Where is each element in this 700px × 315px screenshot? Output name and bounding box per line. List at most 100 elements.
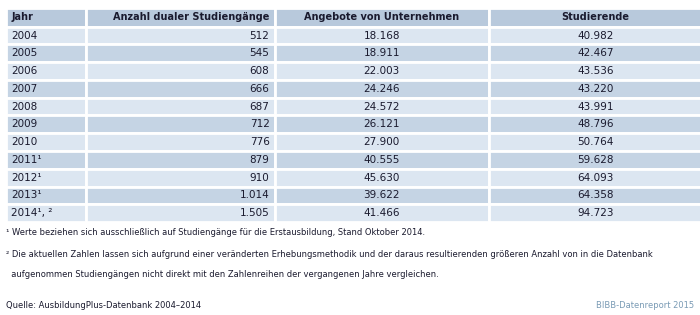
Text: ¹ Werte beziehen sich ausschließlich auf Studiengänge für die Erstausbildung, St: ¹ Werte beziehen sich ausschließlich auf… [6,228,425,237]
Bar [6,169,86,186]
Bar [489,8,700,27]
Bar [6,80,86,98]
Bar [489,62,700,80]
Bar [275,133,489,151]
Text: aufgenommen Studiengängen nicht direkt mit den Zahlenreihen der vergangenen Jahr: aufgenommen Studiengängen nicht direkt m… [6,270,438,279]
Text: 40.982: 40.982 [578,31,613,41]
Text: 64.358: 64.358 [577,191,614,200]
Bar [6,133,86,151]
Text: 2011¹: 2011¹ [11,155,42,165]
Bar [86,169,275,186]
Bar [86,98,275,116]
Bar [275,204,489,222]
Bar [489,27,700,44]
Text: 2009: 2009 [11,119,38,129]
Text: 59.628: 59.628 [577,155,614,165]
Bar [275,8,489,27]
Bar [489,204,700,222]
Text: 2005: 2005 [11,48,38,58]
Text: 687: 687 [250,101,270,112]
Bar [6,186,86,204]
Text: 2008: 2008 [11,101,38,112]
Text: 2013¹: 2013¹ [11,191,42,200]
Text: 22.003: 22.003 [364,66,400,76]
Text: 94.723: 94.723 [577,208,614,218]
Text: 910: 910 [250,173,270,183]
Text: 712: 712 [250,119,270,129]
Text: 512: 512 [250,31,270,41]
Text: 879: 879 [250,155,270,165]
Text: 40.555: 40.555 [364,155,400,165]
Text: 2014¹, ²: 2014¹, ² [11,208,52,218]
Text: 39.622: 39.622 [363,191,400,200]
Bar [86,44,275,62]
Text: 45.630: 45.630 [364,173,400,183]
Text: 41.466: 41.466 [363,208,400,218]
Bar [489,44,700,62]
Bar [86,204,275,222]
Text: BIBB-Datenreport 2015: BIBB-Datenreport 2015 [596,301,694,310]
Text: 43.991: 43.991 [577,101,614,112]
Text: Jahr: Jahr [11,12,33,22]
Text: 43.220: 43.220 [578,84,613,94]
Bar [6,116,86,133]
Text: 18.911: 18.911 [363,48,400,58]
Bar [6,27,86,44]
Text: Studierende: Studierende [561,12,629,22]
Text: 24.572: 24.572 [363,101,400,112]
Bar [275,151,489,169]
Text: 545: 545 [250,48,270,58]
Bar [489,80,700,98]
Text: 2004: 2004 [11,31,38,41]
Bar [275,27,489,44]
Text: 42.467: 42.467 [577,48,614,58]
Bar [6,98,86,116]
Text: 2010: 2010 [11,137,38,147]
Bar [6,151,86,169]
Text: 666: 666 [250,84,270,94]
Text: 64.093: 64.093 [578,173,613,183]
Bar [275,62,489,80]
Text: 18.168: 18.168 [363,31,400,41]
Text: 2006: 2006 [11,66,38,76]
Text: 2012¹: 2012¹ [11,173,42,183]
Bar [86,133,275,151]
Bar [489,151,700,169]
Bar [86,8,275,27]
Bar [6,204,86,222]
Text: 2007: 2007 [11,84,38,94]
Text: Angebote von Unternehmen: Angebote von Unternehmen [304,12,459,22]
Text: 43.536: 43.536 [577,66,614,76]
Bar [489,116,700,133]
Text: 776: 776 [250,137,270,147]
Text: Quelle: AusbildungPlus-Datenbank 2004–2014: Quelle: AusbildungPlus-Datenbank 2004–20… [6,301,201,310]
Bar [489,169,700,186]
Bar [275,169,489,186]
Bar [489,186,700,204]
Bar [489,98,700,116]
Text: 48.796: 48.796 [577,119,614,129]
Bar [86,62,275,80]
Bar [275,80,489,98]
Bar [86,27,275,44]
Bar [86,80,275,98]
Text: 1.014: 1.014 [239,191,270,200]
Bar [86,186,275,204]
Bar [6,62,86,80]
Text: 1.505: 1.505 [239,208,270,218]
Bar [275,116,489,133]
Text: 27.900: 27.900 [364,137,400,147]
Bar [86,151,275,169]
Bar [275,98,489,116]
Bar [275,186,489,204]
Bar [86,116,275,133]
Text: Anzahl dualer Studiengänge: Anzahl dualer Studiengänge [113,12,270,22]
Bar [275,44,489,62]
Bar [6,8,86,27]
Text: 50.764: 50.764 [578,137,613,147]
Bar [489,133,700,151]
Text: 608: 608 [250,66,270,76]
Text: 26.121: 26.121 [363,119,400,129]
Text: 24.246: 24.246 [363,84,400,94]
Text: ² Die aktuellen Zahlen lassen sich aufgrund einer veränderten Erhebungsmethodik : ² Die aktuellen Zahlen lassen sich aufgr… [6,250,652,260]
